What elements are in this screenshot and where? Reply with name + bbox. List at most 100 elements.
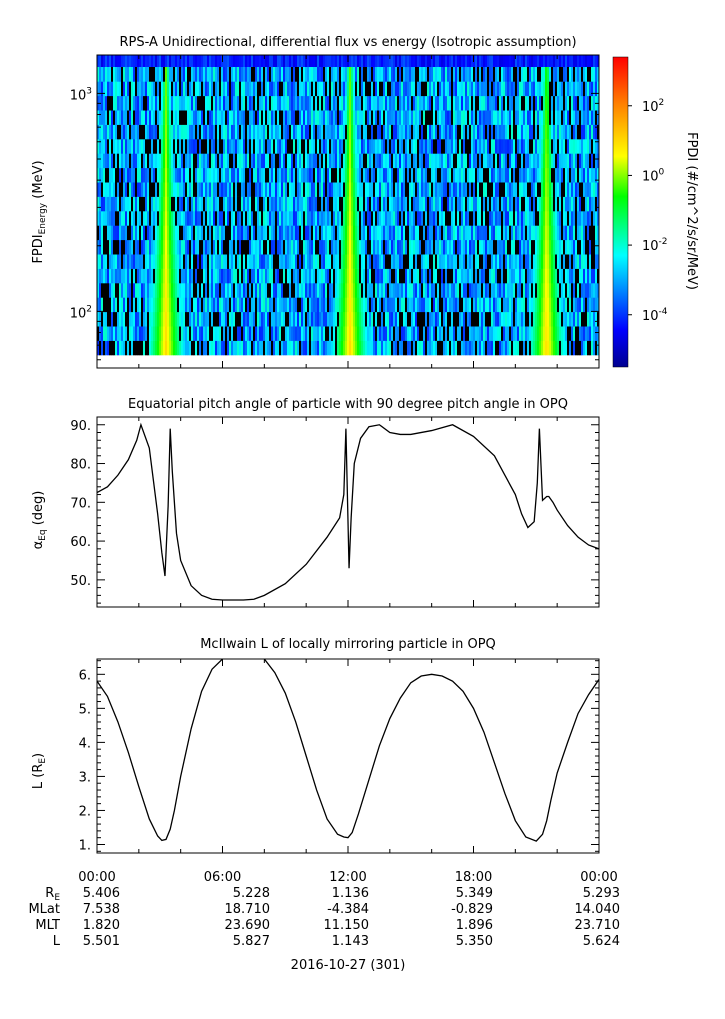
heatmap-cell <box>225 239 228 255</box>
heatmap-cell <box>387 283 390 298</box>
heatmap-cell <box>167 239 170 255</box>
heatmap-cell <box>177 124 180 140</box>
heatmap-cell <box>539 268 542 284</box>
heatmap-cell <box>441 95 444 111</box>
heatmap-cell <box>233 340 236 356</box>
heatmap-cell <box>469 95 472 111</box>
heatmap-cell <box>507 283 510 298</box>
heatmap-cell <box>315 326 318 341</box>
heatmap-cell <box>429 81 432 97</box>
heatmap-cell <box>533 167 536 183</box>
heatmap-cell <box>531 110 534 125</box>
heatmap-cell <box>333 211 336 226</box>
heatmap-cell <box>355 67 358 82</box>
heatmap-cell <box>261 239 264 255</box>
heatmap-cell <box>313 225 316 241</box>
heatmap-cell <box>445 297 448 313</box>
heatmap-cell <box>459 81 462 97</box>
heatmap-cell <box>525 95 528 111</box>
heatmap-cell <box>367 268 370 284</box>
heatmap-cell <box>281 124 284 140</box>
heatmap-cell <box>245 211 248 226</box>
heatmap-cell <box>553 311 556 327</box>
heatmap-cell <box>147 153 150 169</box>
heatmap-cell <box>483 153 486 169</box>
heatmap-cell <box>339 153 342 169</box>
heatmap-cell <box>285 153 288 169</box>
heatmap-cell <box>551 110 554 125</box>
heatmap-cell <box>353 167 356 183</box>
heatmap-cell <box>461 211 464 226</box>
heatmap-cell <box>191 167 194 183</box>
heatmap-cell <box>183 211 186 226</box>
heatmap-cell <box>505 67 508 82</box>
heatmap-cell <box>361 311 364 327</box>
heatmap-cell <box>185 139 188 154</box>
heatmap-cell <box>519 110 522 125</box>
heatmap-cell <box>133 182 136 197</box>
heatmap-cell <box>255 211 258 226</box>
heatmap-cell <box>429 153 432 169</box>
heatmap-cell <box>411 67 414 82</box>
heatmap-cell <box>437 139 440 154</box>
heatmap-cell <box>273 167 276 183</box>
heatmap-cell <box>401 55 404 67</box>
heatmap-cell <box>373 225 376 241</box>
heatmap-cell <box>117 254 120 269</box>
heatmap-cell <box>267 182 270 197</box>
heatmap-cell <box>267 110 270 125</box>
heatmap-cell <box>227 196 230 212</box>
heatmap-cell <box>527 225 530 241</box>
heatmap-cell <box>347 340 350 356</box>
heatmap-cell <box>203 239 206 255</box>
heatmap-cell <box>475 182 478 197</box>
heatmap-cell <box>565 110 568 125</box>
heatmap-cell <box>475 110 478 125</box>
heatmap-cell <box>411 81 414 97</box>
heatmap-cell <box>253 67 256 82</box>
heatmap-cell <box>407 81 410 97</box>
heatmap-cell <box>511 153 514 169</box>
heatmap-cell <box>387 326 390 341</box>
heatmap-cell <box>137 326 140 341</box>
heatmap-cell <box>341 139 344 154</box>
heatmap-cell <box>501 297 504 313</box>
heatmap-cell <box>249 239 252 255</box>
heatmap-cell <box>223 67 226 82</box>
heatmap-cell <box>193 254 196 269</box>
heatmap-cell <box>561 153 564 169</box>
heatmap-cell <box>475 196 478 212</box>
heatmap-cell <box>511 55 514 67</box>
heatmap-cell <box>155 167 158 183</box>
heatmap-cell <box>507 196 510 212</box>
heatmap-cell <box>445 55 448 67</box>
heatmap-cell <box>277 110 280 125</box>
heatmap-cell <box>513 268 516 284</box>
heatmap-cell <box>213 254 216 269</box>
heatmap-cell <box>471 124 474 140</box>
heatmap-cell <box>203 153 206 169</box>
heatmap-cell <box>407 153 410 169</box>
heatmap-cell <box>511 124 514 140</box>
heatmap-cell <box>305 139 308 154</box>
heatmap-cell <box>401 297 404 313</box>
heatmap-cell <box>331 167 334 183</box>
heatmap-cell <box>265 124 268 140</box>
heatmap-cell <box>447 139 450 154</box>
heatmap-cell <box>309 153 312 169</box>
heatmap-cell <box>359 182 362 197</box>
heatmap-cell <box>195 297 198 313</box>
heatmap-cell <box>355 283 358 298</box>
heatmap-cell <box>317 297 320 313</box>
heatmap-cell <box>229 283 232 298</box>
heatmap-cell <box>249 225 252 241</box>
heatmap-cell <box>299 225 302 241</box>
heatmap-cell <box>553 167 556 183</box>
heatmap-cell <box>441 311 444 327</box>
heatmap-cell <box>235 340 238 356</box>
heatmap-cell <box>197 311 200 327</box>
heatmap-cell <box>243 139 246 154</box>
heatmap-cell <box>279 153 282 169</box>
heatmap-cell <box>289 225 292 241</box>
